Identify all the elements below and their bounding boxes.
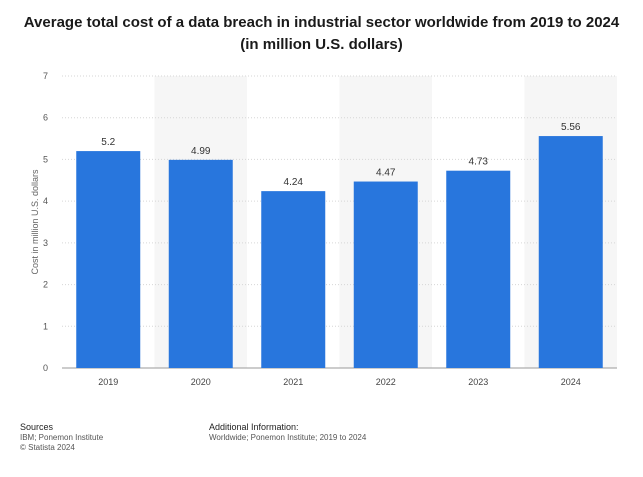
x-tick-label: 2019 bbox=[98, 377, 118, 387]
y-tick-label: 1 bbox=[43, 321, 48, 331]
x-tick-label: 2021 bbox=[283, 377, 303, 387]
x-tick-label: 2023 bbox=[468, 377, 488, 387]
bar bbox=[261, 191, 326, 368]
additional-info-block: Additional Information: Worldwide; Ponem… bbox=[209, 422, 366, 443]
data-label: 4.24 bbox=[284, 177, 304, 188]
y-tick-label: 2 bbox=[43, 280, 48, 290]
sources-line1[interactable]: IBM; Ponemon Institute bbox=[20, 433, 104, 442]
data-label: 5.56 bbox=[561, 122, 581, 133]
y-axis-title: Cost in million U.S. dollars bbox=[30, 169, 40, 275]
x-tick-label: 2020 bbox=[191, 377, 211, 387]
copyright-line[interactable]: © Statista 2024 bbox=[20, 443, 75, 452]
chart-title: Average total cost of a data breach in i… bbox=[0, 12, 643, 56]
bar-chart: 0 1 2 3 4 5 6 7 Cost in million U.S. dollars 5.2 2… bbox=[30, 71, 617, 387]
bar bbox=[168, 159, 233, 368]
x-tick-label: 2022 bbox=[376, 377, 396, 387]
data-label: 4.99 bbox=[191, 146, 211, 157]
y-tick-label: 6 bbox=[43, 113, 48, 123]
data-label: 5.2 bbox=[101, 137, 115, 148]
data-label: 4.73 bbox=[469, 157, 489, 168]
bar bbox=[353, 181, 418, 368]
sources-block: Sources IBM; Ponemon Institute © Statist… bbox=[20, 422, 103, 453]
additional-info-heading: Additional Information: bbox=[209, 422, 299, 432]
chart-title-line2: (in million U.S. dollars) bbox=[240, 36, 403, 53]
additional-info-line1: Worldwide; Ponemon Institute; 2019 to 20… bbox=[209, 433, 367, 442]
sources-heading: Sources bbox=[20, 422, 54, 432]
bar bbox=[538, 136, 603, 368]
bar bbox=[446, 170, 511, 368]
y-tick-label: 4 bbox=[43, 196, 48, 206]
y-tick-label: 0 bbox=[43, 363, 48, 373]
x-tick-label: 2024 bbox=[561, 377, 581, 387]
data-label: 4.47 bbox=[376, 168, 396, 179]
chart-title-line1: Average total cost of a data breach in i… bbox=[23, 14, 620, 31]
bar bbox=[76, 151, 141, 368]
y-tick-label: 7 bbox=[43, 71, 48, 81]
y-tick-label: 3 bbox=[43, 238, 48, 248]
y-tick-label: 5 bbox=[43, 154, 48, 164]
